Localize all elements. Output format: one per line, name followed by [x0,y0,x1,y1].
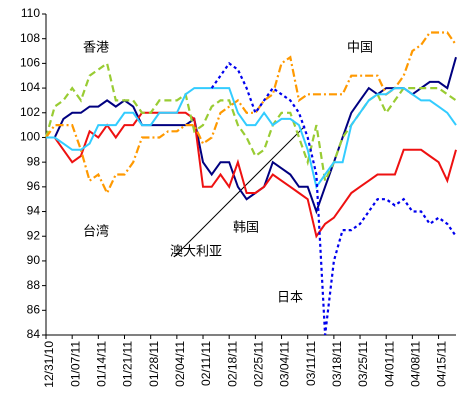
x-tick-label: 04/15/11 [435,341,449,387]
x-tick-label: 03/11/11 [304,341,318,386]
x-tick-label: 01/21/11 [121,341,135,387]
y-tick-label: 98 [27,154,41,168]
y-tick-label: 110 [21,6,40,20]
y-tick-label: 84 [27,327,41,341]
x-tick-label: 02/11/11 [199,341,213,386]
series-label: 中国 [347,39,373,54]
series-label: 澳大利亚 [170,243,222,258]
series-line [210,61,457,336]
series-line [46,87,457,190]
series-label: 日本 [277,289,303,304]
x-tick-label: 02/25/11 [252,341,266,387]
series-label: 台湾 [83,223,109,238]
y-tick-label: 102 [20,105,40,119]
y-tick-label: 92 [27,228,41,242]
x-tick-label: 01/07/11 [68,341,82,387]
annotation-pointer [173,125,306,258]
x-tick-label: 02/04/11 [173,341,187,387]
y-tick-label: 96 [27,179,41,193]
x-tick-label: 03/18/11 [330,341,344,387]
y-tick-label: 106 [20,56,40,70]
x-tick-label: 01/14/11 [95,341,109,387]
series-line [45,31,457,196]
y-tick-label: 90 [27,253,41,267]
series-line [46,56,457,215]
y-tick-label: 88 [27,278,41,292]
x-tick-label: 02/18/11 [225,341,239,387]
y-tick-label: 94 [27,204,41,218]
y-tick-label: 100 [20,130,40,144]
series-line [46,111,457,239]
x-tick-label: 03/25/11 [356,341,370,387]
series-label: 香港 [83,39,109,54]
x-tick-label: 01/28/11 [147,341,161,387]
series-line [44,61,457,185]
series-label: 韩国 [233,219,259,234]
x-tick-label: 03/04/11 [278,341,292,387]
y-tick-label: 108 [20,31,40,45]
x-tick-label: 04/08/11 [409,341,423,387]
y-tick-label: 86 [27,302,41,316]
x-tick-label: 04/01/11 [382,341,396,387]
y-tick-label: 104 [20,80,40,94]
x-tick-label: 12/31/10 [42,341,56,388]
